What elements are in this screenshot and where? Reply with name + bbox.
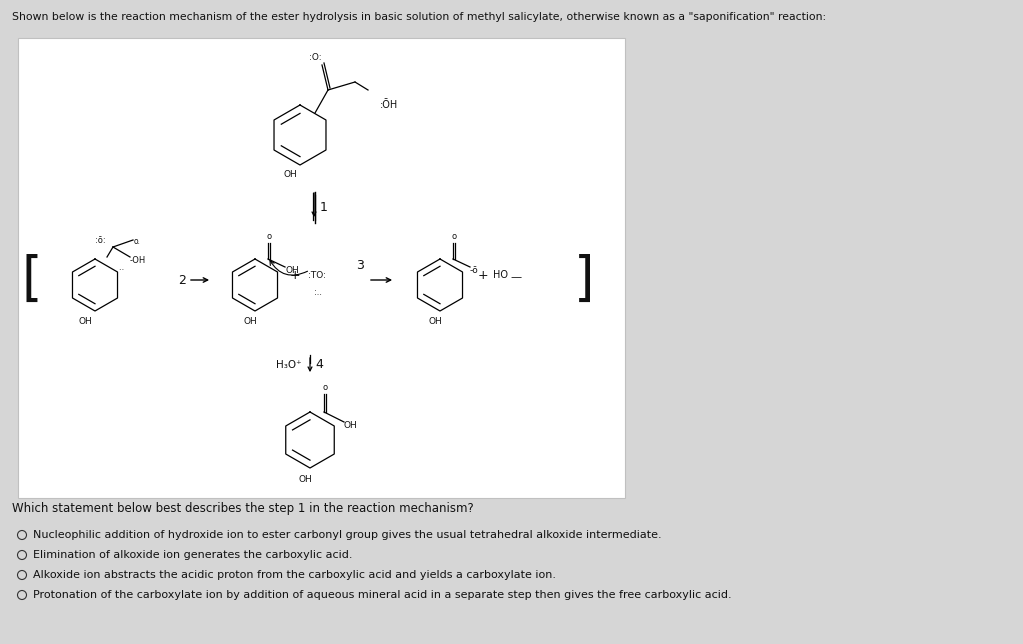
Text: :O:: :O: xyxy=(309,53,321,62)
Text: [: [ xyxy=(23,254,43,306)
Text: OH: OH xyxy=(285,265,299,274)
Text: +: + xyxy=(290,269,301,281)
FancyArrowPatch shape xyxy=(270,260,308,275)
Text: :..: :.. xyxy=(314,287,322,296)
Text: HO: HO xyxy=(493,270,508,280)
Text: Shown below is the reaction mechanism of the ester hydrolysis in basic solution : Shown below is the reaction mechanism of… xyxy=(12,12,827,22)
Text: :ō:: :ō: xyxy=(95,236,105,245)
Text: Alkoxide ion abstracts the acidic proton from the carboxylic acid and yields a c: Alkoxide ion abstracts the acidic proton… xyxy=(33,570,555,580)
Text: OH: OH xyxy=(78,317,92,326)
Text: 1: 1 xyxy=(320,201,328,214)
Text: OH: OH xyxy=(344,421,358,430)
Text: Which statement below best describes the step 1 in the reaction mechanism?: Which statement below best describes the… xyxy=(12,502,474,515)
Bar xyxy=(18,38,625,498)
Text: o: o xyxy=(266,232,271,241)
Text: —: — xyxy=(510,272,521,282)
Text: :ŌH: :ŌH xyxy=(380,100,398,110)
Text: 2: 2 xyxy=(178,274,186,287)
Text: o: o xyxy=(322,383,327,392)
Text: OH: OH xyxy=(428,317,442,326)
Text: o.: o. xyxy=(134,236,141,245)
Text: -OH: -OH xyxy=(130,256,146,265)
Text: Elimination of alkoxide ion generates the carboxylic acid.: Elimination of alkoxide ion generates th… xyxy=(33,550,353,560)
Text: OH: OH xyxy=(298,475,312,484)
Text: ]: ] xyxy=(574,254,594,306)
Text: OH: OH xyxy=(283,170,297,179)
Text: Protonation of the carboxylate ion by addition of aqueous mineral acid in a sepa: Protonation of the carboxylate ion by ad… xyxy=(33,590,731,600)
Text: :TO:: :TO: xyxy=(308,270,326,279)
Text: ··: ·· xyxy=(119,265,127,274)
Text: 3: 3 xyxy=(356,258,364,272)
Text: 4: 4 xyxy=(315,358,323,371)
Text: o: o xyxy=(451,232,456,241)
Text: +: + xyxy=(478,269,488,281)
Text: Nucleophilic addition of hydroxide ion to ester carbonyl group gives the usual t: Nucleophilic addition of hydroxide ion t… xyxy=(33,530,662,540)
Text: -ō: -ō xyxy=(470,265,479,274)
Text: H₃O⁺: H₃O⁺ xyxy=(276,359,302,370)
Text: OH: OH xyxy=(243,317,257,326)
